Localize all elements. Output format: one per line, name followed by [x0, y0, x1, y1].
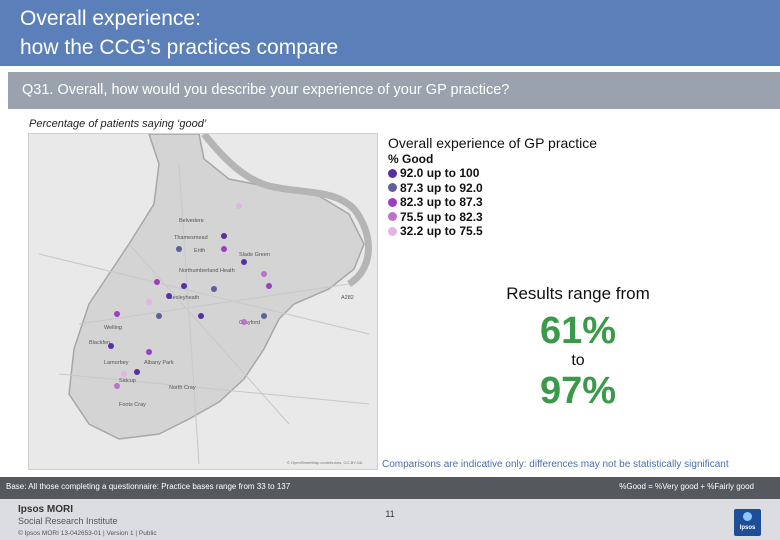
ipsos-logo: Ipsos [734, 509, 761, 536]
place-welling: Welling [104, 325, 122, 331]
page-number: 11 [385, 509, 395, 519]
legend-label: 82.3 up to 87.3 [400, 195, 483, 210]
results-low-value: 97% [539, 370, 617, 412]
results-range-label: Results range from [506, 284, 650, 303]
legend-item: 82.3 up to 87.3 [388, 195, 597, 210]
place-lamorbey: Lamorbey [104, 360, 129, 366]
comparisons-note: Comparisons are indicative only: differe… [382, 459, 729, 470]
practice-dots [108, 203, 272, 389]
legend-title: Overall experience of GP practice [388, 135, 598, 151]
base-bar: Base: All those completing a questionnai… [0, 477, 780, 499]
copyright: © Ipsos MORI 13-042653-01 | Version 1 | … [18, 530, 157, 537]
question-text: Q31. Overall, how would you describe you… [22, 82, 510, 98]
place-foots-cray: Foots Cray [119, 402, 146, 408]
practice-dot [146, 299, 152, 305]
map-subtitle: Percentage of patients saying ‘good’ [29, 118, 207, 130]
place-north-cray: North Cray [169, 385, 196, 391]
place-sidcup: Sidcup [119, 378, 136, 384]
practice-dot [134, 369, 140, 375]
practice-dot [176, 246, 182, 252]
practice-dot [211, 286, 217, 292]
practice-dot [114, 383, 120, 389]
question-bar: Q31. Overall, how would you describe you… [8, 72, 780, 109]
results-high-value: 61% [539, 310, 617, 352]
title-bar: Overall experience: how the CCG’s practi… [0, 0, 780, 66]
practice-dot [156, 313, 162, 319]
legend-item: 87.3 up to 92.0 [388, 181, 597, 196]
legend: Overall experience of GP practice % Good… [388, 136, 597, 239]
legend-swatch [388, 183, 397, 193]
base-text: Base: All those completing a questionnai… [6, 482, 291, 491]
legend-swatch [388, 212, 397, 222]
practice-dot [108, 343, 114, 349]
practice-map: Belvedere Thamesmead Erith Northumberlan… [28, 133, 378, 470]
legend-subtitle: % Good [388, 152, 434, 166]
logo-text: Ipsos [739, 525, 756, 531]
results-to-label: to [571, 352, 585, 369]
place-crayford: Crayford [239, 320, 260, 326]
legend-label: 32.2 up to 75.5 [400, 224, 483, 239]
place-erith: Erith [194, 248, 205, 254]
practice-dot [261, 271, 267, 277]
practice-dot [241, 259, 247, 265]
practice-dot [221, 233, 227, 239]
practice-dot [241, 319, 247, 325]
legend-swatch [388, 226, 397, 236]
practice-dot [266, 283, 272, 289]
practice-dot [154, 279, 160, 285]
practice-dot [114, 311, 120, 317]
road-e [58, 373, 370, 405]
map-attribution: © OpenStreetMap contributors, CC-BY-SA [287, 460, 363, 465]
legend-item: 32.2 up to 75.5 [388, 224, 597, 239]
river-thames [201, 134, 372, 287]
legend-label: 92.0 up to 100 [400, 166, 480, 181]
place-blackfen: Blackfen [89, 340, 110, 346]
practice-dot [166, 293, 172, 299]
place-belvedere: Belvedere [179, 218, 204, 224]
legend-item: 75.5 up to 82.3 [388, 210, 597, 225]
practice-dot [221, 246, 227, 252]
footer: Ipsos MORI Social Research Institute © I… [0, 499, 780, 540]
legend-swatch [388, 168, 397, 178]
brand-name: Ipsos MORI [18, 504, 74, 515]
place-thamesmead: Thamesmead [174, 235, 208, 241]
place-albany-park: Albany Park [144, 360, 174, 366]
brand-subtitle: Social Research Institute [18, 516, 118, 526]
road-b [78, 283, 350, 325]
legend-label: 75.5 up to 82.3 [400, 209, 483, 224]
place-northumberland-heath: Northumberland Heath [179, 268, 235, 274]
place-a282: A282 [341, 295, 354, 301]
practice-dot [236, 203, 242, 209]
map-canvas: Belvedere Thamesmead Erith Northumberlan… [29, 134, 377, 469]
practice-dot [198, 313, 204, 319]
place-slade-green: Slade Green [239, 252, 270, 258]
legend-swatch [388, 197, 397, 207]
practice-dot [261, 313, 267, 319]
legend-item: 92.0 up to 100 [388, 166, 597, 181]
road-d [178, 163, 200, 465]
road-a [38, 253, 370, 335]
practice-dot [121, 371, 127, 377]
place-bexleyheath: Bexleyheath [169, 295, 199, 301]
legend-label: 87.3 up to 92.0 [400, 180, 483, 195]
practice-dot [181, 283, 187, 289]
practice-dot [146, 349, 152, 355]
logo-dot-icon [743, 512, 752, 521]
good-definition: %Good = %Very good + %Fairly good [619, 482, 754, 491]
slide-title: Overall experience: how the CCG’s practi… [20, 7, 339, 59]
